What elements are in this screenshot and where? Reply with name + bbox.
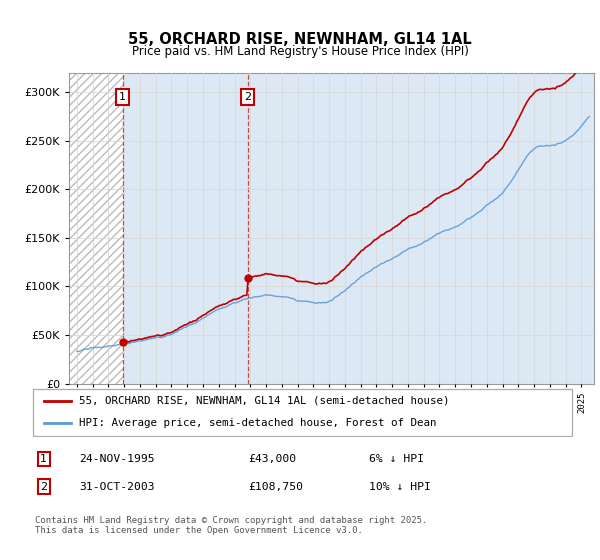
- Bar: [69, 73, 122, 384]
- Text: HPI: Average price, semi-detached house, Forest of Dean: HPI: Average price, semi-detached house,…: [79, 418, 437, 428]
- Text: £108,750: £108,750: [248, 482, 304, 492]
- Text: 1: 1: [40, 454, 47, 464]
- Text: 1: 1: [119, 92, 126, 102]
- Text: Contains HM Land Registry data © Crown copyright and database right 2025.
This d: Contains HM Land Registry data © Crown c…: [35, 516, 428, 535]
- Text: 55, ORCHARD RISE, NEWNHAM, GL14 1AL (semi-detached house): 55, ORCHARD RISE, NEWNHAM, GL14 1AL (sem…: [79, 396, 449, 406]
- Text: 6% ↓ HPI: 6% ↓ HPI: [368, 454, 424, 464]
- Text: £43,000: £43,000: [248, 454, 296, 464]
- FancyBboxPatch shape: [33, 389, 572, 436]
- Text: 2: 2: [40, 482, 47, 492]
- Text: 10% ↓ HPI: 10% ↓ HPI: [368, 482, 430, 492]
- Text: Price paid vs. HM Land Registry's House Price Index (HPI): Price paid vs. HM Land Registry's House …: [131, 45, 469, 58]
- Bar: [122, 73, 594, 384]
- Text: 55, ORCHARD RISE, NEWNHAM, GL14 1AL: 55, ORCHARD RISE, NEWNHAM, GL14 1AL: [128, 32, 472, 48]
- Text: 24-NOV-1995: 24-NOV-1995: [79, 454, 155, 464]
- Text: 31-OCT-2003: 31-OCT-2003: [79, 482, 155, 492]
- Text: 2: 2: [244, 92, 251, 102]
